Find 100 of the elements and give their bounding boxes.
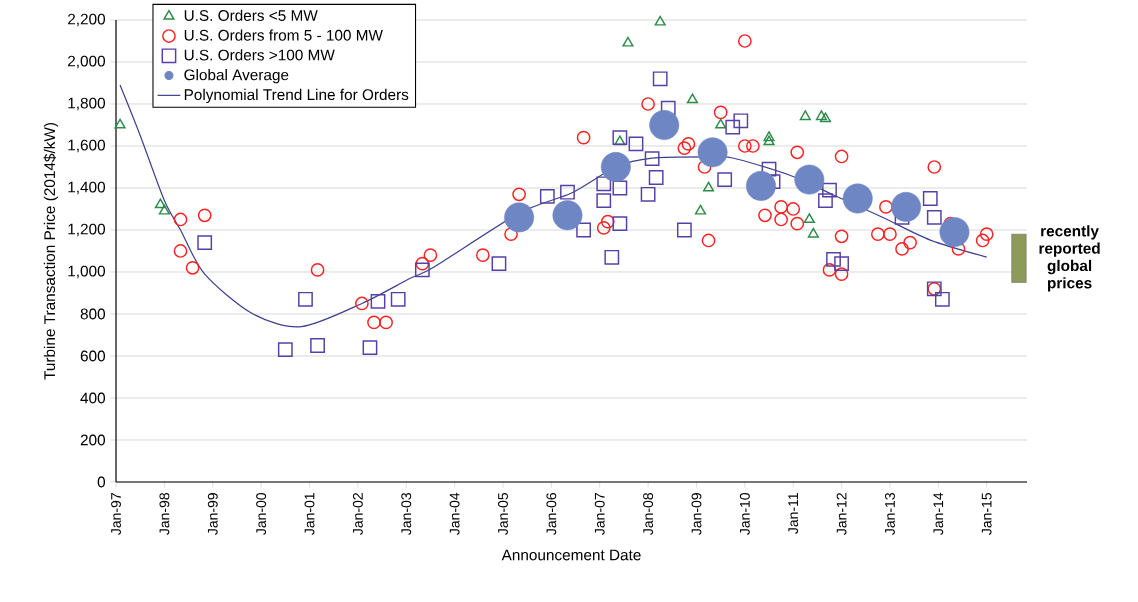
point (790, 145, 805, 160)
point (539, 188, 555, 204)
point (834, 229, 849, 244)
point (652, 71, 668, 87)
x-tick-label: Jan-10 (739, 492, 750, 535)
y-tick-label: 400 (80, 392, 106, 404)
point (491, 256, 507, 271)
legend-label: U.S. Orders from 5 - 100 MW (184, 29, 383, 41)
legend-label: Polynomial Trend Line for Orders (184, 88, 409, 104)
point (834, 267, 849, 281)
point (277, 342, 293, 358)
point (758, 208, 772, 223)
point (903, 235, 917, 250)
point (310, 263, 325, 277)
point (612, 130, 628, 145)
point (807, 227, 819, 238)
legend-label: U.S. Orders <5 MW (184, 9, 318, 21)
point (686, 93, 699, 104)
point (676, 222, 692, 238)
point (737, 34, 752, 48)
y-tick-label: 1,200 (68, 223, 106, 237)
point (922, 191, 938, 206)
point (934, 291, 950, 307)
x-tick-label: Jan-09 (691, 493, 702, 535)
y-axis-title: Turbine Transaction Price (2014$/kW) (43, 123, 59, 380)
point (370, 293, 386, 309)
point (576, 222, 592, 238)
point (114, 118, 126, 129)
point (154, 198, 166, 209)
y-tick-label: 0 (97, 476, 106, 488)
x-tick-label: Jan-11 (788, 493, 799, 534)
point (628, 136, 644, 152)
point (644, 151, 660, 166)
point (197, 208, 212, 223)
point (612, 216, 628, 232)
point (310, 338, 325, 353)
point (640, 186, 656, 202)
point (725, 119, 741, 135)
x-axis-title: Announcement Date (501, 549, 641, 561)
point (681, 137, 696, 151)
point (834, 149, 849, 164)
y-tick-label: 600 (80, 350, 106, 362)
point (975, 233, 990, 248)
point (298, 291, 313, 307)
point (815, 110, 828, 121)
point (622, 36, 634, 47)
point (576, 130, 591, 145)
x-tick-label: Jan-14 (933, 492, 944, 535)
x-tick-label: Jan-13 (885, 493, 895, 535)
point (355, 296, 369, 311)
point (786, 202, 801, 216)
x-tick-label: Jan-99 (207, 493, 218, 535)
point (600, 214, 615, 229)
point (648, 170, 664, 185)
point (560, 184, 575, 200)
x-tick-label: Jan-05 (498, 492, 508, 535)
point (737, 139, 752, 153)
point (641, 97, 655, 111)
x-tick-label: Jan-02 (352, 493, 363, 535)
x-tick-label: Jan-04 (449, 492, 460, 535)
point (774, 200, 788, 214)
point (733, 113, 749, 129)
point (799, 110, 811, 121)
point (926, 209, 942, 225)
y-tick-label: 1,800 (68, 97, 106, 111)
x-tick-label: Jan-01 (304, 493, 315, 535)
point (713, 105, 728, 120)
point (870, 227, 885, 242)
point (379, 315, 393, 330)
y-tick-label: 800 (80, 308, 106, 320)
point (362, 340, 378, 355)
point (414, 262, 430, 278)
point (818, 193, 833, 208)
y-tick-label: 200 (80, 434, 106, 446)
point (803, 213, 815, 224)
point (694, 204, 707, 215)
point (415, 256, 430, 271)
point (185, 260, 200, 275)
x-tick-label: Jan-08 (643, 493, 654, 535)
legend-label: Global Average (184, 69, 289, 84)
point (746, 139, 760, 153)
x-tick-label: Jan-07 (594, 493, 605, 535)
point (367, 315, 381, 330)
point (927, 160, 942, 174)
point (979, 227, 994, 242)
y-tick-label: 1,400 (68, 181, 106, 195)
x-tick-label: Jan-12 (836, 493, 847, 535)
point (822, 182, 837, 198)
point (173, 212, 188, 227)
y-tick-label: 2,000 (68, 55, 106, 69)
point (763, 135, 775, 146)
x-tick-label: Jan-00 (256, 492, 267, 535)
legend-label: U.S. Orders >100 MW (184, 49, 335, 61)
point (677, 141, 692, 155)
point (717, 172, 733, 187)
point (763, 131, 775, 142)
point (826, 251, 841, 267)
point (173, 244, 188, 258)
x-tick-label: Jan-98 (159, 493, 170, 535)
point (702, 181, 715, 192)
